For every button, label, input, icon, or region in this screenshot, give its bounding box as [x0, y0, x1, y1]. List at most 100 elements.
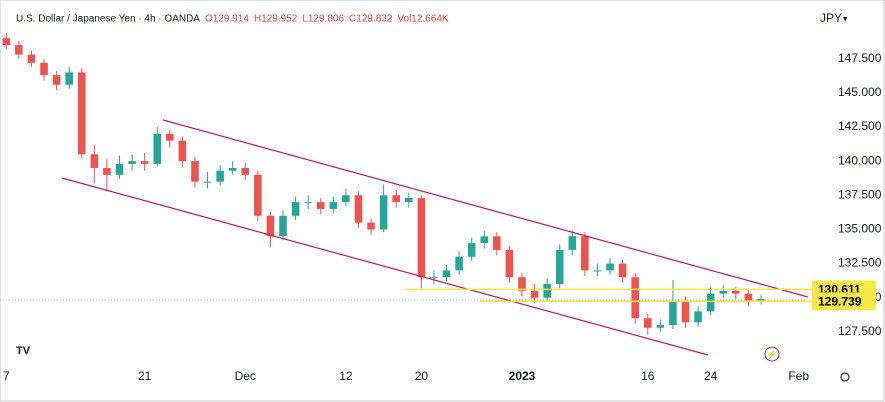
candle-body: [555, 249, 564, 285]
y-tick-label: 137.500: [838, 187, 882, 201]
candle-body: [405, 198, 413, 203]
ohlc-header: O129.914 H129.952 L129.806 C129.832 Vol12.66…: [205, 14, 449, 25]
y-tick-label: 140.000: [838, 153, 882, 167]
candle-body: [644, 318, 652, 328]
candle-body: [40, 62, 48, 76]
candle-body: [656, 325, 665, 328]
candle-body: [530, 290, 539, 298]
settings-icon[interactable]: [840, 372, 850, 382]
candle-body: [228, 167, 237, 171]
candle-body: [65, 72, 73, 85]
candle-body: [329, 202, 338, 209]
candle-body: [178, 140, 187, 162]
candle-body: [203, 181, 212, 183]
ohlc-value: H129.952: [254, 14, 298, 25]
candle-body: [77, 72, 86, 155]
ohlc-value: Vol12.664K: [397, 14, 448, 25]
y-tick-label: 132.500: [838, 256, 882, 270]
ohlc-value: L129.806: [302, 14, 344, 25]
candle-body: [266, 215, 275, 237]
y-tick-label: 127.500: [838, 324, 882, 338]
candle-body: [681, 300, 690, 323]
candle-body: [103, 167, 111, 175]
candle-body: [442, 270, 451, 278]
candle-body: [618, 263, 627, 278]
y-tick-label: 142.500: [838, 119, 882, 133]
x-tick-label: 21: [138, 369, 152, 383]
channel-upper: [162, 119, 809, 298]
candle-body: [505, 249, 514, 278]
candle-body: [493, 236, 501, 250]
currency[interactable]: JPY: [820, 11, 842, 25]
candle-body: [430, 277, 438, 279]
candle-body: [455, 256, 463, 271]
candle-body: [568, 236, 577, 250]
channel-lower: [61, 177, 709, 356]
candle-body: [417, 198, 426, 278]
ohlc-value: C129.832: [349, 14, 393, 25]
level-label: 129.739: [818, 294, 862, 308]
candle-body: [706, 293, 715, 312]
candle-body: [744, 293, 753, 301]
candle-body: [254, 174, 262, 216]
x-tick-label: Feb: [788, 369, 809, 383]
candle-body: [631, 277, 639, 319]
candle-body: [304, 202, 312, 204]
candle-body: [241, 167, 250, 175]
x-tick-label: 16: [641, 369, 655, 383]
candle-body: [669, 300, 677, 326]
candle-body: [392, 195, 400, 203]
y-tick-label: 135.000: [838, 222, 882, 236]
candle-body: [90, 154, 99, 168]
candle-body: [153, 133, 161, 164]
level-label-box: [812, 292, 876, 311]
candle-body: [316, 202, 325, 209]
candle-body: [27, 54, 36, 63]
currency-caret[interactable]: ▾: [843, 13, 848, 23]
x-tick-label: 2023: [509, 369, 536, 383]
chart-title: U.S. Dollar / Japanese Yen · 4h · OANDA: [16, 14, 200, 25]
y-tick-label: 145.000: [838, 85, 882, 99]
candle-body: [128, 161, 136, 164]
lightning-glyph[interactable]: ⚡: [766, 348, 777, 360]
candle-body: [291, 202, 300, 216]
y-tick-label: 147.500: [838, 51, 882, 65]
candle-body: [367, 222, 375, 230]
x-tick-label: 20: [415, 369, 429, 383]
candle-body: [581, 236, 589, 271]
candle-body: [732, 290, 740, 294]
candle-body: [216, 170, 224, 182]
lightning-icon[interactable]: [764, 346, 780, 362]
x-tick-label: 12: [339, 369, 353, 383]
x-tick-label: Dec: [235, 369, 256, 383]
candle-body: [191, 161, 199, 182]
candle-body: [342, 195, 350, 203]
candle-body: [379, 195, 388, 230]
x-tick-label: 24: [704, 369, 718, 383]
candle-body: [2, 38, 11, 46]
x-tick-label: 7: [3, 369, 10, 383]
candle-body: [543, 284, 551, 298]
candle-body: [166, 133, 174, 141]
candle-body: [518, 277, 526, 291]
ohlc-value: O129.914: [205, 14, 249, 25]
candle-body: [593, 270, 602, 272]
candle-body: [354, 195, 363, 223]
plot: [0, 32, 805, 335]
candle-body: [757, 299, 765, 301]
candle-body: [279, 215, 287, 237]
candle-body: [115, 163, 124, 175]
candle-body: [480, 236, 489, 244]
candle-body: [52, 75, 61, 85]
candle-body: [694, 311, 702, 323]
candle-body: [140, 161, 149, 164]
logo: TV: [16, 345, 31, 357]
candle-body: [15, 45, 23, 55]
candle-body: [467, 243, 476, 257]
candle-body: [719, 290, 728, 294]
candle-body: [606, 263, 614, 271]
